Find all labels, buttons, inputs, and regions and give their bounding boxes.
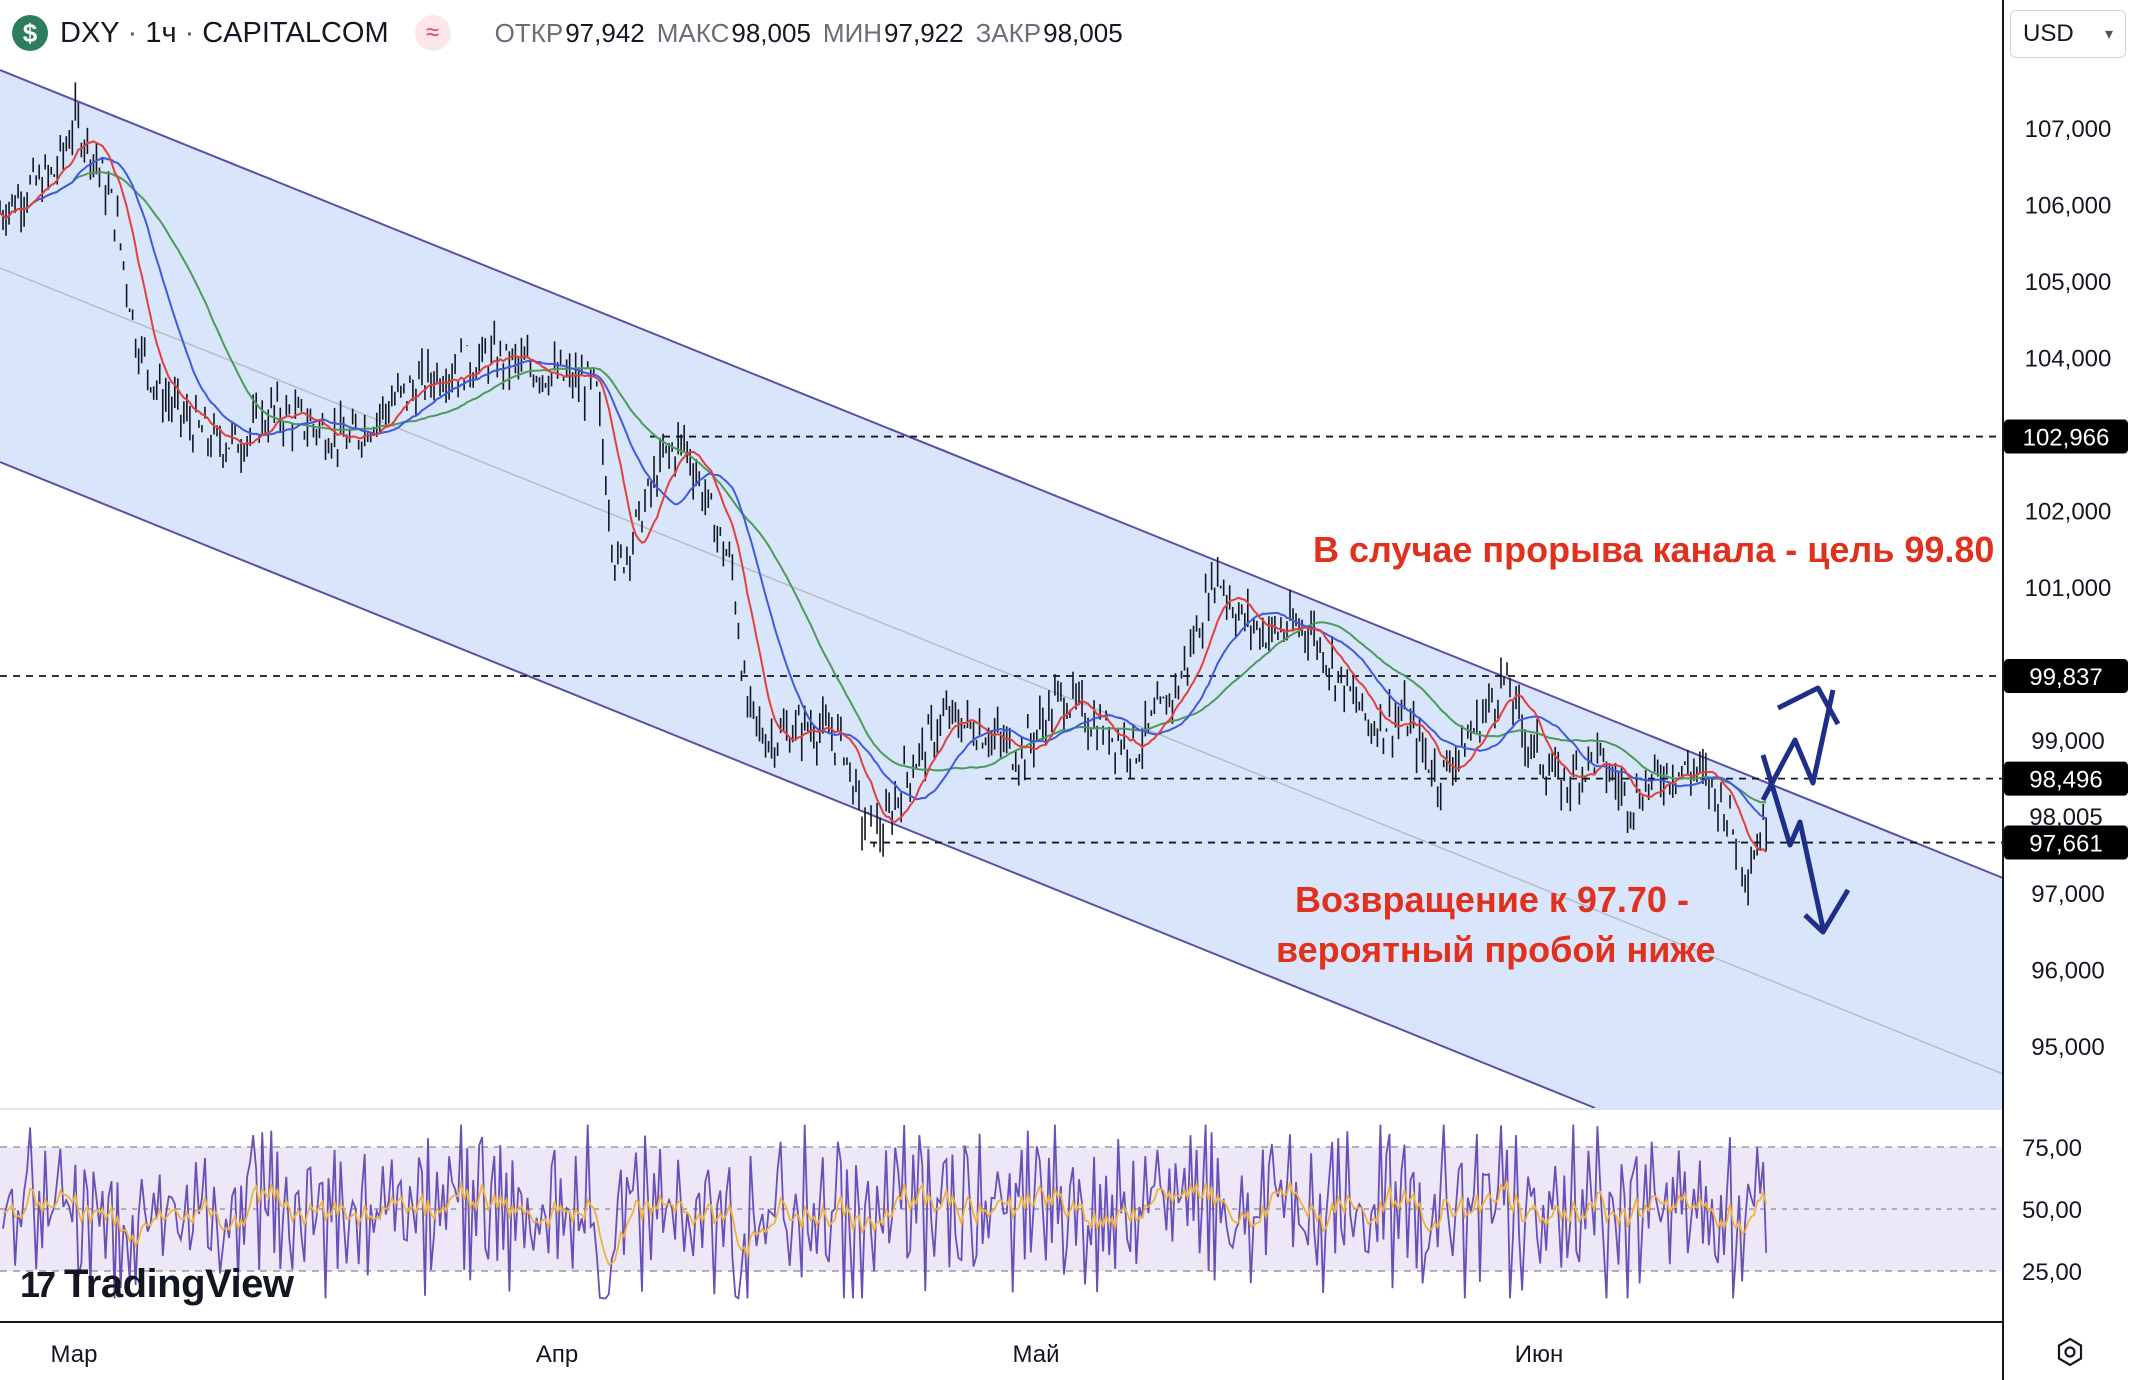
last-price-label: 98,005: [2029, 804, 2102, 831]
level-label: 102,966: [2023, 425, 2110, 452]
ohlc-values: ОТКР 97,942 МАКС 98,005 МИН 97,922 ЗАКР …: [483, 18, 1123, 49]
rsi-pane[interactable]: [0, 1124, 2003, 1300]
data-source[interactable]: CAPITALCOM: [202, 16, 389, 49]
arrow-up-head: [1776, 685, 1841, 726]
ohlc-close-label: ЗАКР: [975, 17, 1042, 48]
price-tick-label: 101,000: [2025, 575, 2112, 602]
ohlc-high-value: 98,005: [731, 17, 811, 48]
ohlc-open-label: ОТКР: [494, 17, 564, 48]
dollar-icon: $: [12, 15, 48, 51]
ohlc-low-value: 97,922: [884, 17, 964, 48]
level-label-box: [2004, 761, 2128, 796]
timeframe[interactable]: 1ч: [145, 16, 177, 49]
time-axis-label: Мар: [51, 1341, 98, 1368]
symbol-name[interactable]: DXY: [60, 16, 120, 49]
rsi-tick-label: 75,00: [2022, 1135, 2082, 1162]
arrow-down-head: [1803, 888, 1851, 935]
rsi-line: [2, 1124, 1768, 1300]
rsi-signal-line: [2, 1180, 1768, 1266]
tradingview-mark-icon: 17: [20, 1263, 56, 1305]
arrow-down-path: [1760, 754, 1826, 929]
channel-lower-line: [0, 461, 1596, 1109]
price-tick-label: 97,000: [2031, 881, 2104, 908]
ohlc-low-label: МИН: [822, 17, 883, 48]
tradingview-logo: 17 TradingView: [20, 1262, 294, 1307]
price-tick-label: 107,000: [2025, 116, 2112, 143]
annotation-return-line2: вероятный пробой ниже: [1276, 929, 1715, 970]
price-tick-label: 106,000: [2025, 192, 2112, 219]
currency-value: USD: [2023, 20, 2074, 47]
ohlc-close-value: 98,005: [1043, 17, 1123, 48]
separator: ·: [184, 16, 195, 49]
time-axis-label: Май: [1012, 1341, 1059, 1368]
ma-mid-line: [0, 156, 1767, 820]
annotation-return-line1: Возвращение к 97.70 -: [1295, 879, 1689, 920]
ma-slow-line: [0, 171, 1767, 804]
price-tick-label: 96,000: [2031, 958, 2104, 985]
tradingview-logo-text: TradingView: [64, 1262, 294, 1306]
level-label: 99,837: [2029, 664, 2102, 691]
rsi-tick-label: 25,00: [2022, 1259, 2082, 1286]
candles: [0, 82, 1768, 906]
chevron-down-icon: ▾: [2104, 26, 2113, 43]
ohlc-high-label: МАКС: [656, 17, 730, 48]
price-tick-label: 95,000: [2031, 1034, 2104, 1061]
level-label: 97,661: [2029, 831, 2102, 858]
channel-mid-line: [0, 267, 2004, 1075]
price-tick-label: 99,000: [2031, 728, 2104, 755]
price-tick-label: 105,000: [2025, 269, 2112, 296]
chart-header: $ DXY · 1ч · CAPITALCOM ≈ ОТКР 97,942 МА…: [12, 10, 1123, 56]
level-label-box: [2004, 825, 2128, 860]
channel-fill: [0, 70, 2003, 1108]
gear-icon[interactable]: [2054, 1336, 2086, 1368]
time-axis-label: Апр: [536, 1341, 578, 1368]
currency-select[interactable]: USD ▾: [2010, 10, 2126, 58]
annotation-breakout: В случае прорыва канала - цель 99.80: [1313, 529, 1994, 570]
time-axis-label: Июн: [1515, 1341, 1564, 1368]
separator: ·: [127, 16, 138, 49]
level-label-box: [2004, 419, 2128, 454]
wave-icon[interactable]: ≈: [414, 15, 451, 51]
price-tick-label: 102,000: [2025, 498, 2112, 525]
scenario-arrows: [1760, 685, 1851, 935]
arrow-up-path: [1760, 689, 1836, 802]
ma-fast-line: [0, 140, 1767, 853]
rsi-tick-label: 50,00: [2022, 1197, 2082, 1224]
ohlc-open-value: 97,942: [565, 17, 645, 48]
price-tick-label: 104,000: [2025, 345, 2112, 372]
price-pane[interactable]: В случае прорыва канала - цель 99.80 Возв…: [0, 69, 2004, 1109]
channel-upper-line: [0, 69, 2004, 879]
level-label-box: [2004, 659, 2128, 694]
level-label: 98,496: [2029, 767, 2102, 794]
